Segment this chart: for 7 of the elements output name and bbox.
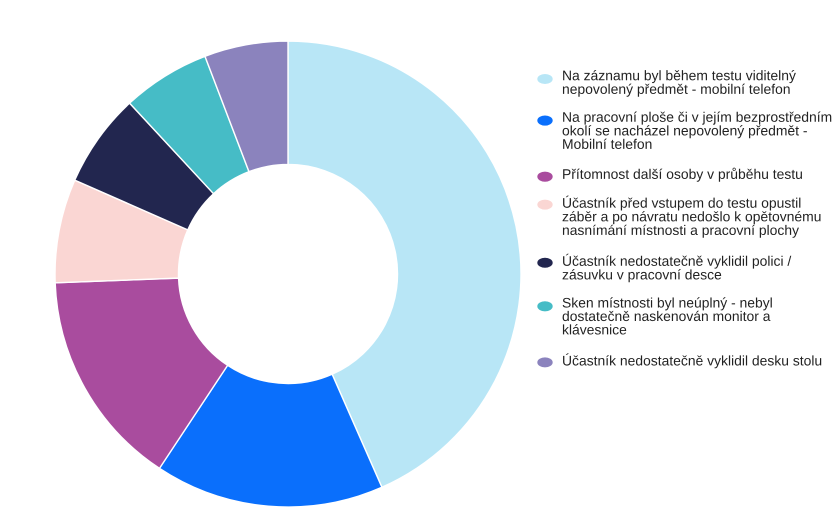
legend-label: Sken místnosti byl neúplný - nebyl dostatečně naskenován monitor a klávesnice — [562, 297, 772, 335]
legend-label: Na záznamu byl během testu viditelný nepovolený předmět - mobilní telefon — [562, 70, 796, 97]
legend-label: Účastník před vstupem do testu opustil záběr a po návratu nedošlo k opětovnému nasnímání místnosti a pracovní plochy — [562, 196, 821, 238]
legend-label: Účastník nedostatečně vyklidil polici / zásuvku v pracovní desce — [562, 254, 792, 282]
legend-label: Na pracovní ploše či v jejím bezprostředním okolí se nacházel nepovolený předmět - Mobilní telefon — [562, 112, 832, 149]
legend-label: Přítomnost další osoby v průběhu testu — [563, 168, 802, 182]
legend-label: Účastník nedostatečně vyklidil desku stolu — [563, 353, 822, 368]
